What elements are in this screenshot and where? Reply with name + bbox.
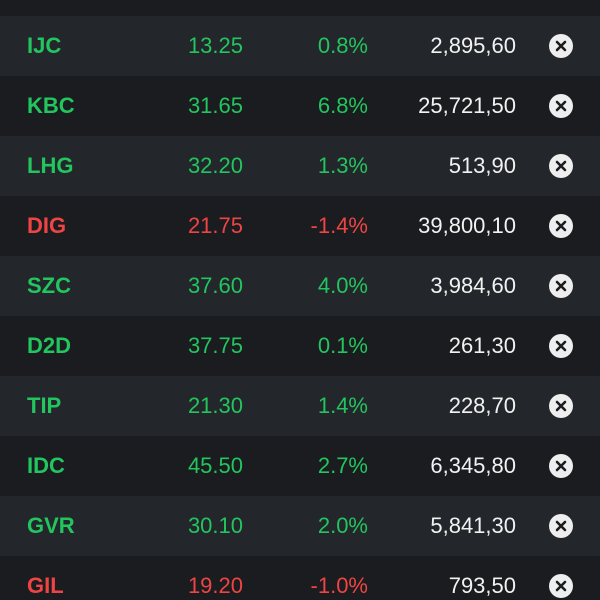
list-top-edge [0,0,600,16]
stock-price: 32.20 [187,153,243,178]
stock-change-percent: 1.4% [317,393,368,418]
stock-symbol[interactable]: IJC [27,33,62,58]
close-circle-icon [555,340,567,352]
stock-price: 13.25 [187,33,243,58]
stock-row[interactable]: KBC 31.65 6.8% 25,721,50 [0,76,600,136]
watchlist-rows: IJC 13.25 0.8% 2,895,60 KBC 31.65 6.8% 2… [0,16,600,600]
stock-row[interactable]: DIG 21.75 -1.4% 39,800,10 [0,196,600,256]
stock-price: 21.75 [187,213,243,238]
stock-symbol[interactable]: D2D [27,333,72,358]
remove-stock-button[interactable] [549,34,573,58]
close-circle-icon [555,280,567,292]
stock-change-percent: 2.0% [317,513,368,538]
stock-change-percent: -1.4% [310,213,368,238]
stock-row[interactable]: TIP 21.30 1.4% 228,70 [0,376,600,436]
remove-stock-button[interactable] [549,394,573,418]
stock-row[interactable]: D2D 37.75 0.1% 261,30 [0,316,600,376]
remove-stock-button[interactable] [549,154,573,178]
stock-symbol[interactable]: GVR [27,513,75,538]
stock-change-percent: 0.1% [317,333,368,358]
stock-price: 21.30 [187,393,243,418]
remove-stock-button[interactable] [549,454,573,478]
stock-price: 45.50 [187,453,243,478]
remove-stock-button[interactable] [549,514,573,538]
stock-row[interactable]: IJC 13.25 0.8% 2,895,60 [0,16,600,76]
stock-volume: 261,30 [448,333,516,358]
close-circle-icon [555,160,567,172]
stock-volume: 5,841,30 [430,513,516,538]
stock-price: 19.20 [187,573,243,598]
remove-stock-button[interactable] [549,334,573,358]
stock-volume: 25,721,50 [418,93,516,118]
stock-change-percent: 6.8% [317,93,368,118]
stock-row[interactable]: GVR 30.10 2.0% 5,841,30 [0,496,600,556]
stock-volume: 228,70 [448,393,516,418]
stock-symbol[interactable]: IDC [27,453,65,478]
stock-volume: 39,800,10 [418,213,516,238]
stock-price: 37.60 [187,273,243,298]
stock-volume: 2,895,60 [430,33,516,58]
stock-price: 37.75 [187,333,243,358]
stock-row[interactable]: SZC 37.60 4.0% 3,984,60 [0,256,600,316]
remove-stock-button[interactable] [549,574,573,598]
stock-row[interactable]: GIL 19.20 -1.0% 793,50 [0,556,600,600]
stock-change-percent: 1.3% [317,153,368,178]
stock-price: 31.65 [187,93,243,118]
stock-price: 30.10 [187,513,243,538]
stock-volume: 3,984,60 [430,273,516,298]
stock-change-percent: 2.7% [317,453,368,478]
stock-change-percent: 0.8% [317,33,368,58]
remove-stock-button[interactable] [549,94,573,118]
stock-volume: 793,50 [448,573,516,598]
stock-volume: 6,345,80 [430,453,516,478]
stock-symbol[interactable]: DIG [27,213,67,238]
stock-row[interactable]: IDC 45.50 2.7% 6,345,80 [0,436,600,496]
stock-row[interactable]: LHG 32.20 1.3% 513,90 [0,136,600,196]
stock-change-percent: 4.0% [317,273,368,298]
close-circle-icon [555,520,567,532]
stock-symbol[interactable]: LHG [27,153,74,178]
stock-symbol[interactable]: SZC [27,273,71,298]
close-circle-icon [555,580,567,592]
stock-symbol[interactable]: GIL [27,573,64,598]
close-circle-icon [555,220,567,232]
close-circle-icon [555,400,567,412]
remove-stock-button[interactable] [549,274,573,298]
stock-symbol[interactable]: KBC [27,93,75,118]
close-circle-icon [555,100,567,112]
close-circle-icon [555,460,567,472]
stock-volume: 513,90 [448,153,516,178]
stock-change-percent: -1.0% [310,573,368,598]
stock-symbol[interactable]: TIP [27,393,62,418]
close-circle-icon [555,40,567,52]
remove-stock-button[interactable] [549,214,573,238]
